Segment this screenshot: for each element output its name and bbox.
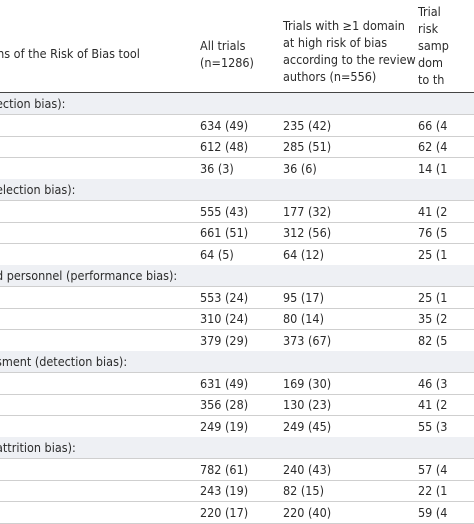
- cell-sample: 62 (4: [418, 139, 448, 154]
- table-row: 36 (3) 36 (6) 14 (1: [0, 158, 474, 180]
- cell-high-risk: 82 (15): [283, 483, 324, 498]
- cell-sample: 25 (1: [418, 289, 448, 305]
- row-label: d personnel (performance bias):: [0, 268, 178, 283]
- table-row: 631 (49) 169 (30) 46 (3: [0, 373, 474, 395]
- header-high-risk: Trials with ≥1 domain at high risk of bi…: [283, 18, 416, 84]
- cell-high-risk: 249 (45): [283, 418, 332, 434]
- cell-all-trials: 782 (61): [200, 461, 249, 477]
- cell-sample: 66 (4: [418, 117, 448, 133]
- cell-sample: 35 (2: [418, 311, 448, 326]
- cell-all-trials: 356 (28): [200, 397, 249, 412]
- section-row: sment (detection bias):: [0, 351, 474, 373]
- cell-all-trials: 631 (49): [200, 375, 249, 391]
- cell-all-trials: 243 (19): [200, 483, 249, 498]
- table-row: 379 (29) 373 (67) 82 (5: [0, 330, 474, 352]
- cell-high-risk: 36 (6): [283, 160, 317, 176]
- cell-sample: 25 (1: [418, 246, 448, 262]
- cell-all-trials: 310 (24): [200, 311, 249, 326]
- cell-high-risk: 64 (12): [283, 246, 324, 262]
- cell-sample: 22 (1: [418, 483, 448, 498]
- header-sample: Trial risk samp dom to th: [418, 4, 449, 87]
- cell-all-trials: 612 (48): [200, 139, 249, 154]
- cell-sample: 41 (2: [418, 203, 448, 219]
- cell-sample: 41 (2: [418, 397, 448, 412]
- cell-high-risk: 240 (43): [283, 461, 332, 477]
- cell-sample: 55 (3: [418, 418, 448, 434]
- cell-all-trials: 249 (19): [200, 418, 249, 434]
- cell-high-risk: 235 (42): [283, 117, 332, 133]
- cell-sample: 57 (4: [418, 461, 448, 477]
- header-all-trials: All trials (n=1286): [200, 38, 254, 70]
- table-row: 661 (51) 312 (56) 76 (5: [0, 222, 474, 244]
- table-row: 243 (19) 82 (15) 22 (1: [0, 480, 474, 502]
- section-row: attrition bias):: [0, 437, 474, 459]
- table-row: 612 (48) 285 (51) 62 (4: [0, 136, 474, 158]
- table-row: 310 (24) 80 (14) 35 (2: [0, 308, 474, 330]
- cell-high-risk: 312 (56): [283, 225, 332, 240]
- row-label: sment (detection bias):: [0, 354, 128, 369]
- row-label: ection bias):: [0, 96, 66, 111]
- cell-sample: 76 (5: [418, 225, 448, 240]
- section-row: d personnel (performance bias):: [0, 265, 474, 287]
- cell-all-trials: 220 (17): [200, 504, 249, 520]
- cell-all-trials: 36 (3): [200, 160, 234, 176]
- row-label: election bias):: [0, 182, 76, 197]
- cell-all-trials: 553 (24): [200, 289, 249, 305]
- cell-high-risk: 80 (14): [283, 311, 324, 326]
- row-label: attrition bias):: [0, 440, 76, 455]
- cell-all-trials: 379 (29): [200, 332, 249, 348]
- header-divider: [0, 92, 474, 93]
- table-header: ins of the Risk of Bias tool All trials …: [0, 0, 474, 93]
- cell-high-risk: 95 (17): [283, 289, 324, 305]
- table-row: 356 (28) 130 (23) 41 (2: [0, 394, 474, 416]
- table-row: 634 (49) 235 (42) 66 (4: [0, 115, 474, 137]
- cell-sample: 14 (1: [418, 160, 448, 176]
- cell-high-risk: 220 (40): [283, 504, 332, 520]
- section-row: election bias):: [0, 179, 474, 201]
- table-row: 555 (43) 177 (32) 41 (2: [0, 201, 474, 223]
- table-row: 782 (61) 240 (43) 57 (4: [0, 459, 474, 481]
- cell-high-risk: 130 (23): [283, 397, 332, 412]
- cell-sample: 46 (3: [418, 375, 448, 391]
- cell-high-risk: 169 (30): [283, 375, 332, 391]
- table-row: 553 (24) 95 (17) 25 (1: [0, 287, 474, 309]
- cell-all-trials: 634 (49): [200, 117, 249, 133]
- cell-high-risk: 177 (32): [283, 203, 332, 219]
- cell-high-risk: 285 (51): [283, 139, 332, 154]
- cell-all-trials: 661 (51): [200, 225, 249, 240]
- header-domain: ins of the Risk of Bias tool: [0, 46, 140, 61]
- cell-sample: 82 (5: [418, 332, 448, 348]
- table-row: 64 (5) 64 (12) 25 (1: [0, 244, 474, 266]
- cell-high-risk: 373 (67): [283, 332, 332, 348]
- cell-all-trials: 64 (5): [200, 246, 234, 262]
- table-row: 220 (17) 220 (40) 59 (4: [0, 502, 474, 524]
- cell-all-trials: 555 (43): [200, 203, 249, 219]
- table-row: 249 (19) 249 (45) 55 (3: [0, 416, 474, 438]
- cell-sample: 59 (4: [418, 504, 448, 520]
- section-row: ection bias):: [0, 93, 474, 115]
